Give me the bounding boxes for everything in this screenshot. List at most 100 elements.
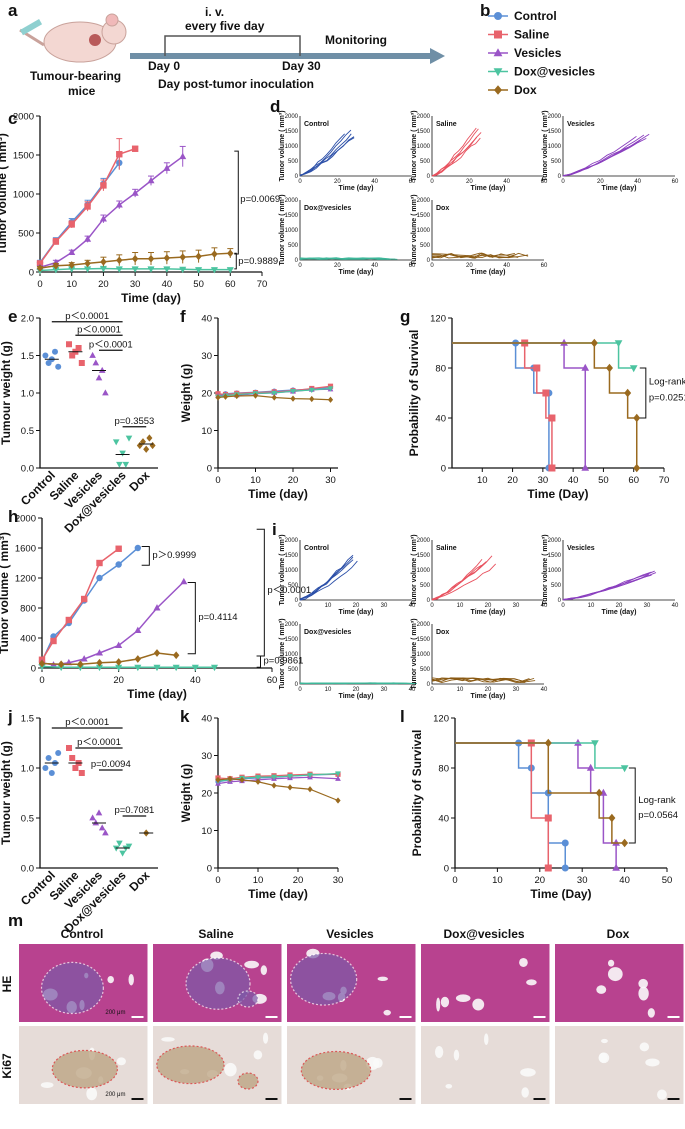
- panel-label-a: a: [8, 1, 18, 20]
- y-tick-label: 0: [295, 174, 299, 180]
- data-point: [234, 392, 240, 400]
- x-tick-label: 40: [190, 675, 201, 686]
- x-tick-label: 10: [250, 475, 261, 486]
- individual-curve: [431, 561, 487, 601]
- y-tick-label: 500: [551, 583, 562, 589]
- data-point: [102, 389, 109, 396]
- bracket: [628, 767, 636, 844]
- panel-label-g: g: [400, 307, 410, 326]
- x-tick-label: 10: [477, 475, 488, 486]
- data-point: [116, 151, 123, 158]
- small-plot-d-Dox: 0 500 1000 1500 2000 0 20 40 60 Time (day) Tumor v…: [411, 194, 548, 276]
- x-axis-label: Time (day): [471, 269, 506, 276]
- tumor-region: [185, 957, 251, 1010]
- y-tick-label: 500: [420, 667, 431, 673]
- data-point: [55, 363, 62, 370]
- data-point: [75, 345, 82, 351]
- data-point: [335, 797, 341, 804]
- y-axis-label: Weight (g): [179, 764, 193, 822]
- y-tick-label: 1000: [285, 228, 299, 234]
- vessel: [638, 986, 649, 1001]
- tumor-region: [289, 952, 358, 1006]
- x-tick-label: 0: [298, 179, 302, 185]
- x-tick-label: 10: [457, 687, 464, 693]
- x-tick-label: 10: [457, 603, 464, 609]
- legend: Control Saline Vesicles Dox@vesicles Dox: [488, 9, 595, 97]
- x-axis-label: Time (day): [339, 269, 374, 276]
- x-tick-label: 0: [298, 603, 302, 609]
- data-point: [271, 782, 277, 789]
- data-point: [115, 201, 123, 208]
- data-point: [290, 389, 296, 395]
- data-point: [149, 441, 156, 450]
- y-tick-label: 2000: [548, 114, 562, 120]
- x-tick-label: 20: [293, 875, 304, 886]
- x-tick-label: 50: [193, 279, 204, 290]
- y-tick-label: 2000: [417, 114, 431, 120]
- legend-label-0: Control: [514, 9, 557, 23]
- small-plot-i-Saline: 0 500 1000 1500 2000 0 10 20 30 40 Time (day) Tumor…: [411, 534, 548, 616]
- data-point: [116, 840, 123, 847]
- x-category-label: Dox: [126, 868, 152, 894]
- data-point: [287, 774, 293, 780]
- data-point: [98, 366, 106, 373]
- data-point: [100, 182, 107, 189]
- data-point: [614, 340, 623, 348]
- vessel: [224, 1062, 237, 1077]
- data-point: [561, 864, 569, 872]
- y-tick-label: 1500: [417, 213, 431, 219]
- y-tick-label: 80: [435, 364, 446, 375]
- bracket: [141, 546, 150, 566]
- data-point: [147, 176, 155, 184]
- x-tick-label: 0: [561, 603, 565, 609]
- panel-label-m: m: [8, 911, 23, 930]
- histology-column-title: Saline: [198, 927, 234, 941]
- data-point: [629, 365, 638, 373]
- y-tick-label: 2.0: [21, 314, 34, 325]
- x-tick-label: 60: [409, 179, 416, 185]
- small-plot-i-Dox@vesicles: 0 500 1000 1500 2000 0 10 20 30 40 Time (day) Tumor…: [279, 618, 418, 700]
- y-axis-label: Weight (g): [179, 364, 193, 422]
- y-axis-label: Tumor volume ( mm³): [411, 534, 418, 605]
- individual-curve: [562, 574, 652, 601]
- y-axis-label: Tumour weight (g): [0, 341, 13, 445]
- x-tick-label: 70: [257, 279, 268, 290]
- y-tick-label: 1000: [417, 144, 431, 150]
- y-tick-label: 1000: [285, 652, 299, 658]
- data-point: [215, 776, 221, 783]
- small-plot-d-Control: 0 500 1000 1500 2000 0 20 40 60 Time (day) Tumor v…: [279, 110, 416, 192]
- individual-curve: [299, 257, 390, 260]
- individual-curve: [562, 139, 641, 177]
- data-point: [548, 464, 556, 472]
- data-point: [163, 254, 171, 262]
- series-line-Dox: [452, 342, 638, 468]
- vessel: [521, 1087, 529, 1098]
- vessel: [455, 994, 471, 1002]
- timeline-arrow: [130, 35, 445, 64]
- x-axis-label: Time (day): [127, 687, 187, 701]
- annotation-p: p＜0.0001: [65, 717, 109, 728]
- x-tick-label: 40: [409, 687, 416, 693]
- individual-curve: [431, 677, 526, 683]
- y-tick-label: 10: [201, 426, 212, 437]
- y-tick-label: 1500: [285, 553, 299, 559]
- x-tick-label: 40: [503, 263, 510, 269]
- annotation-p: p=0.3553: [114, 416, 154, 427]
- y-tick-label: 30: [201, 751, 212, 762]
- x-axis-label: Time (day): [121, 291, 181, 305]
- y-tick-label: 1000: [417, 228, 431, 234]
- panel-label-d: d: [270, 97, 280, 116]
- data-point: [581, 363, 590, 371]
- legend-label-1: Saline: [514, 28, 550, 42]
- data-point: [69, 352, 76, 359]
- y-axis-label: Tumor volume ( mm³): [411, 618, 418, 689]
- vessel: [434, 1045, 444, 1059]
- y-tick-label: 40: [201, 314, 212, 325]
- data-point: [78, 360, 85, 366]
- data-point: [116, 256, 123, 265]
- annotation-p: p＜0.0001: [267, 585, 311, 596]
- axis-lines: [299, 624, 412, 685]
- data-point: [195, 252, 202, 261]
- x-tick-label: 30: [513, 687, 520, 693]
